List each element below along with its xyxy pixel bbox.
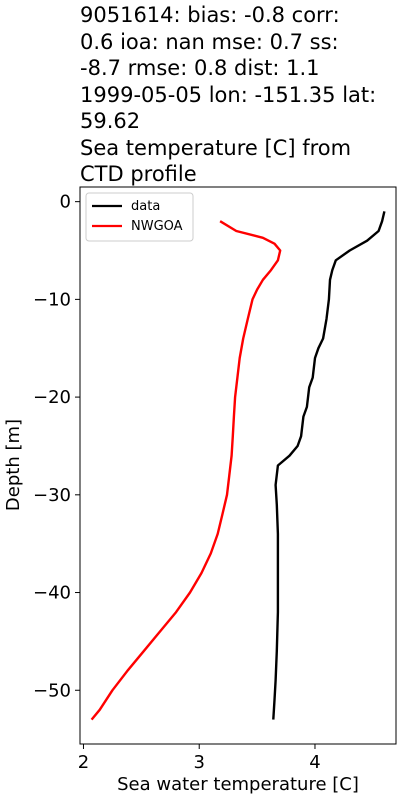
legend-label-data: data: [131, 199, 160, 214]
title-line: CTD profile: [80, 162, 197, 186]
y-tick-label: −30: [33, 485, 71, 506]
legend-label-nwgoa: NWGOA: [131, 219, 183, 234]
ticks-layer: 2 3 4 0 −10 −20 −30 −40 −50: [33, 192, 321, 773]
x-tick-label: 2: [78, 752, 89, 773]
title-line: 59.62: [80, 109, 141, 133]
y-tick-label: 0: [60, 192, 71, 213]
y-axis-label: Depth [m]: [3, 419, 24, 511]
title-line: 9051614: bias: -0.8 corr:: [80, 3, 340, 27]
title-line: -8.7 rmse: 0.8 dist: 1.1: [80, 56, 320, 80]
x-tick-label: 4: [309, 752, 320, 773]
x-tick-label: 3: [193, 752, 204, 773]
x-axis-label: Sea water temperature [C]: [117, 774, 359, 795]
y-tick-label: −50: [33, 680, 71, 701]
series-line-data: [272, 211, 386, 720]
title-line: 1999-05-05 lon: -151.35 lat:: [80, 82, 377, 107]
chart-title: 9051614: bias: -0.8 corr: 0.6 ioa: nan m…: [80, 2, 398, 188]
series-layer: [90, 211, 386, 721]
title-line: Sea temperature [C] from: [80, 135, 352, 160]
title-line: 0.6 ioa: nan mse: 0.7 ss:: [80, 29, 339, 54]
y-tick-label: −10: [33, 289, 71, 310]
legend: data NWGOA: [85, 192, 194, 242]
y-tick-label: −40: [33, 583, 71, 604]
plot-frame: [79, 186, 397, 745]
y-tick-label: −20: [33, 387, 71, 408]
series-line-nwgoa: [90, 220, 282, 721]
